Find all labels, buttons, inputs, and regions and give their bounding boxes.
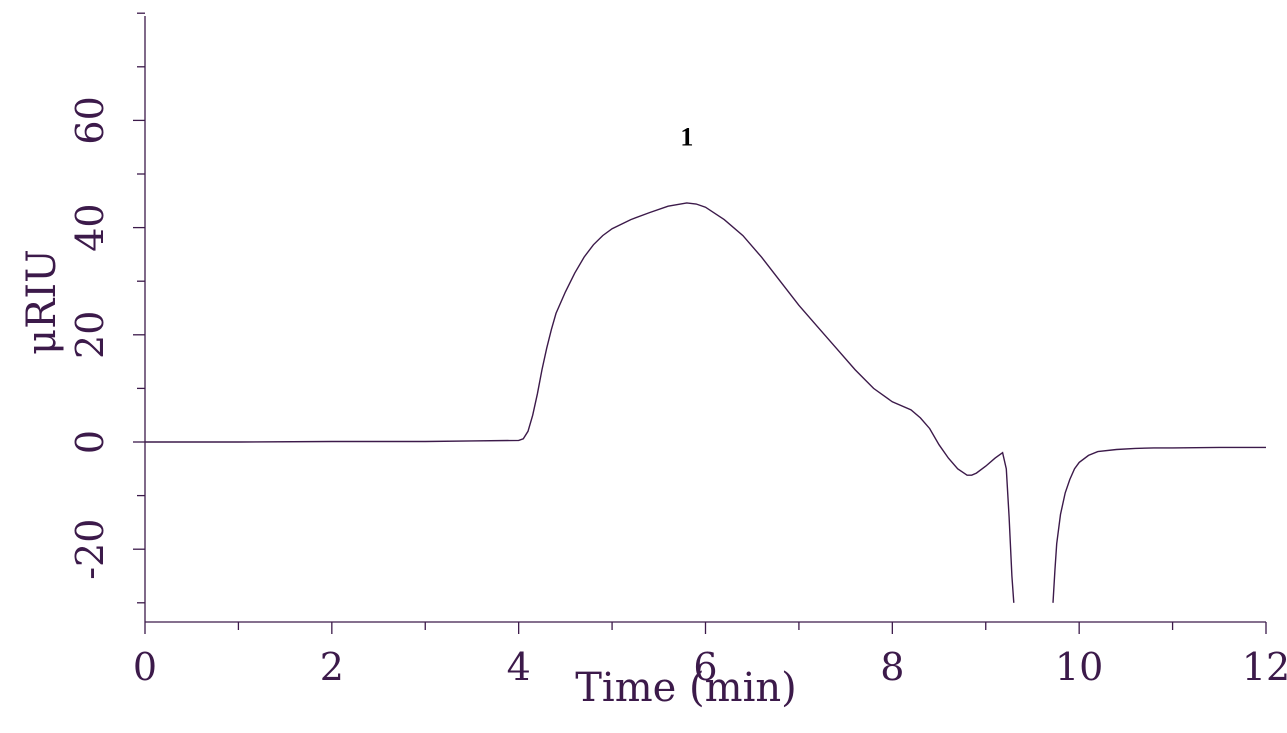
- x-tick-label: 12: [1242, 645, 1287, 689]
- y-tick-label: 60: [68, 96, 112, 144]
- y-tick-label: 20: [68, 311, 112, 359]
- x-tick-label: 4: [507, 645, 531, 689]
- x-tick-label: 2: [320, 645, 344, 689]
- y-axis-title: μRIU: [19, 249, 65, 355]
- chromatogram-trace-segment-2: [1052, 446, 1266, 603]
- y-tick-label: 40: [68, 203, 112, 251]
- x-tick-label: 6: [693, 645, 717, 689]
- y-tick-label: -20: [68, 519, 112, 580]
- x-tick-label: 10: [1055, 645, 1103, 689]
- peak-label: 1: [680, 122, 693, 151]
- chromatogram-trace-segment-1: [145, 202, 1015, 603]
- x-axis-title: Time (min): [575, 665, 796, 711]
- x-tick-label: 0: [133, 645, 157, 689]
- y-tick-label: 0: [68, 430, 112, 454]
- plot-area: [145, 202, 1266, 603]
- y-ticks: -20 0 20 40 60: [68, 12, 145, 604]
- x-tick-label: 8: [880, 645, 904, 689]
- annotations: 1: [680, 122, 693, 151]
- x-ticks: 0 2 4 6 8 10 12: [133, 622, 1287, 689]
